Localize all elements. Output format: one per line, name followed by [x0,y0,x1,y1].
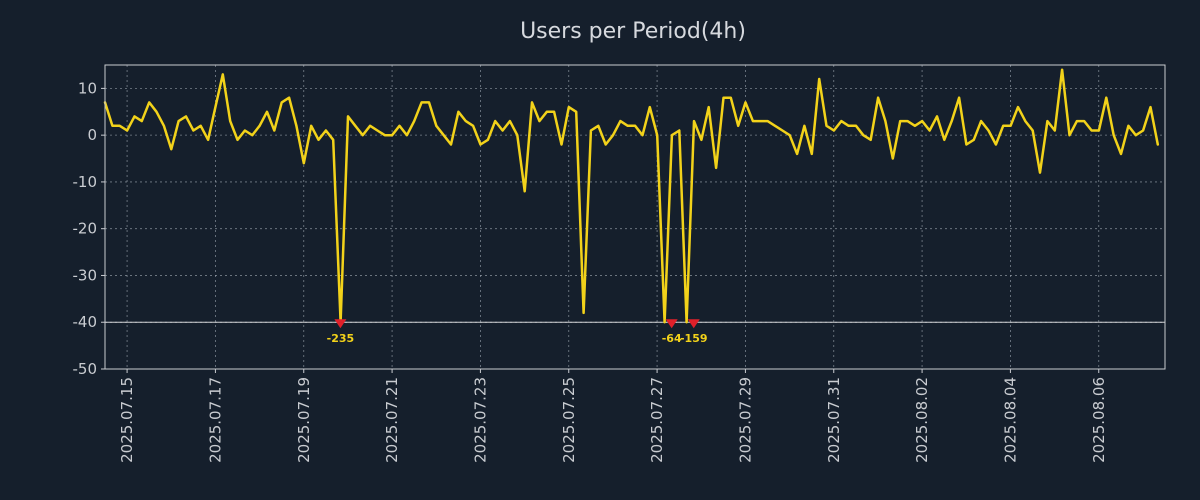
chart-title: Users per Period(4h) [520,19,746,44]
y-tick-label: -40 [73,313,98,331]
series-line-users [103,68,1160,324]
outlier-label: -64 [662,332,682,345]
y-tick-label: -30 [73,266,98,284]
annotation-layer: -235 -64-159 [327,319,708,345]
outlier-label: -235 [327,332,355,345]
x-tick-label: 2025.07.15 [118,377,136,463]
y-tick-label: -50 [73,360,98,378]
x-tick-label: 2025.07.21 [383,377,401,463]
outlier-marker [687,319,700,329]
x-tick-label: 2025.07.23 [471,377,489,463]
outlier-marker [665,319,678,329]
x-tick-label: 2025.08.06 [1090,377,1108,463]
plot-frame [104,64,1166,370]
x-tick-label: 2025.08.02 [913,377,931,463]
x-tick-label: 2025.07.25 [560,377,578,463]
x-tick-label: 2025.07.27 [648,377,666,463]
x-tick-label: 2025.08.04 [1001,377,1019,463]
y-tick-label: 10 [78,79,97,97]
y-axis: 10 0 -10 -20 -30 -40 -50 [73,79,105,378]
series-layer [103,68,1160,324]
x-tick-label: 2025.07.29 [736,377,754,463]
x-axis: 2025.07.15 2025.07.17 2025.07.19 2025.07.21… [118,369,1108,463]
y-tick-label: -10 [73,173,98,191]
x-tick-label: 2025.07.19 [295,377,313,463]
outlier-label: -159 [680,332,708,345]
x-tick-label: 2025.07.17 [206,377,224,463]
y-tick-label: -20 [73,220,98,238]
x-tick-label: 2025.07.31 [825,377,843,463]
y-tick-label: 0 [87,126,97,144]
outlier-marker [334,319,347,329]
grid-layer [105,65,1165,369]
